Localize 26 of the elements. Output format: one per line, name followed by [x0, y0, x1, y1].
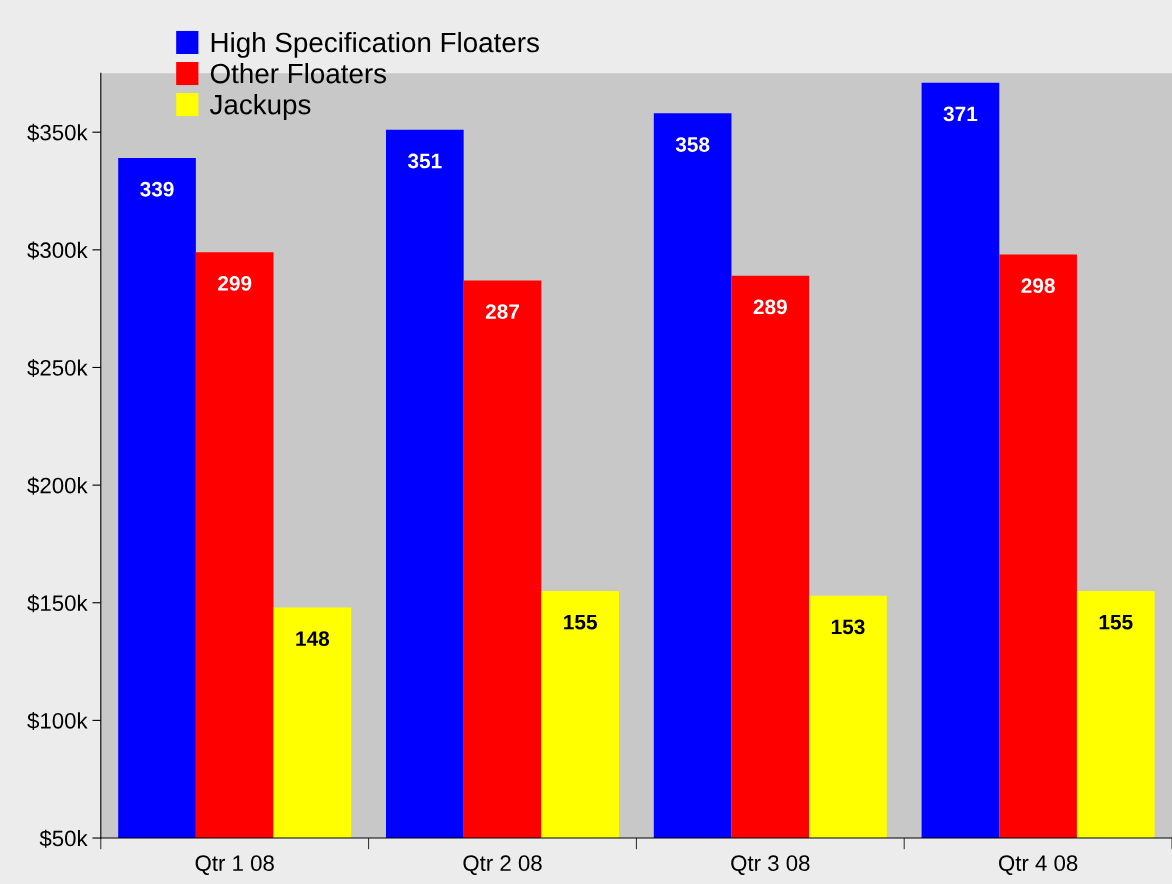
data-label: 298	[1021, 278, 1055, 294]
x-tick-label: Qtr 4 08	[999, 855, 1078, 875]
data-label: 148	[296, 631, 330, 646]
y-tick-label: $150k	[27, 594, 88, 613]
data-label: 339	[140, 181, 174, 197]
data-label: 287	[485, 304, 519, 319]
y-tick-label: $350k	[27, 123, 88, 142]
x-tick-label: Qtr 3 08	[731, 855, 810, 875]
y-tick-label: $100k	[27, 711, 88, 730]
y-tick-label: $250k	[27, 359, 88, 378]
x-tick-label: Qtr 2 08	[463, 855, 542, 875]
x-tick-label: Qtr 1 08	[195, 855, 274, 875]
data-label: 351	[407, 153, 442, 169]
y-tick-label: $50k	[39, 829, 88, 848]
data-label: 299	[218, 275, 252, 291]
y-tick-label: $300k	[27, 241, 88, 260]
legend-label: Other Floaters	[210, 62, 387, 84]
legend-label: Jackups	[209, 94, 311, 120]
data-label: 358	[675, 137, 710, 152]
data-label: 155	[564, 614, 597, 630]
y-tick-label: $200k	[27, 476, 88, 495]
data-label: 289	[753, 299, 787, 315]
data-label: 155	[1099, 614, 1133, 630]
data-label: 371	[943, 106, 978, 122]
legend-label: High Specification Floaters	[211, 31, 539, 58]
data-label: 153	[831, 619, 865, 635]
